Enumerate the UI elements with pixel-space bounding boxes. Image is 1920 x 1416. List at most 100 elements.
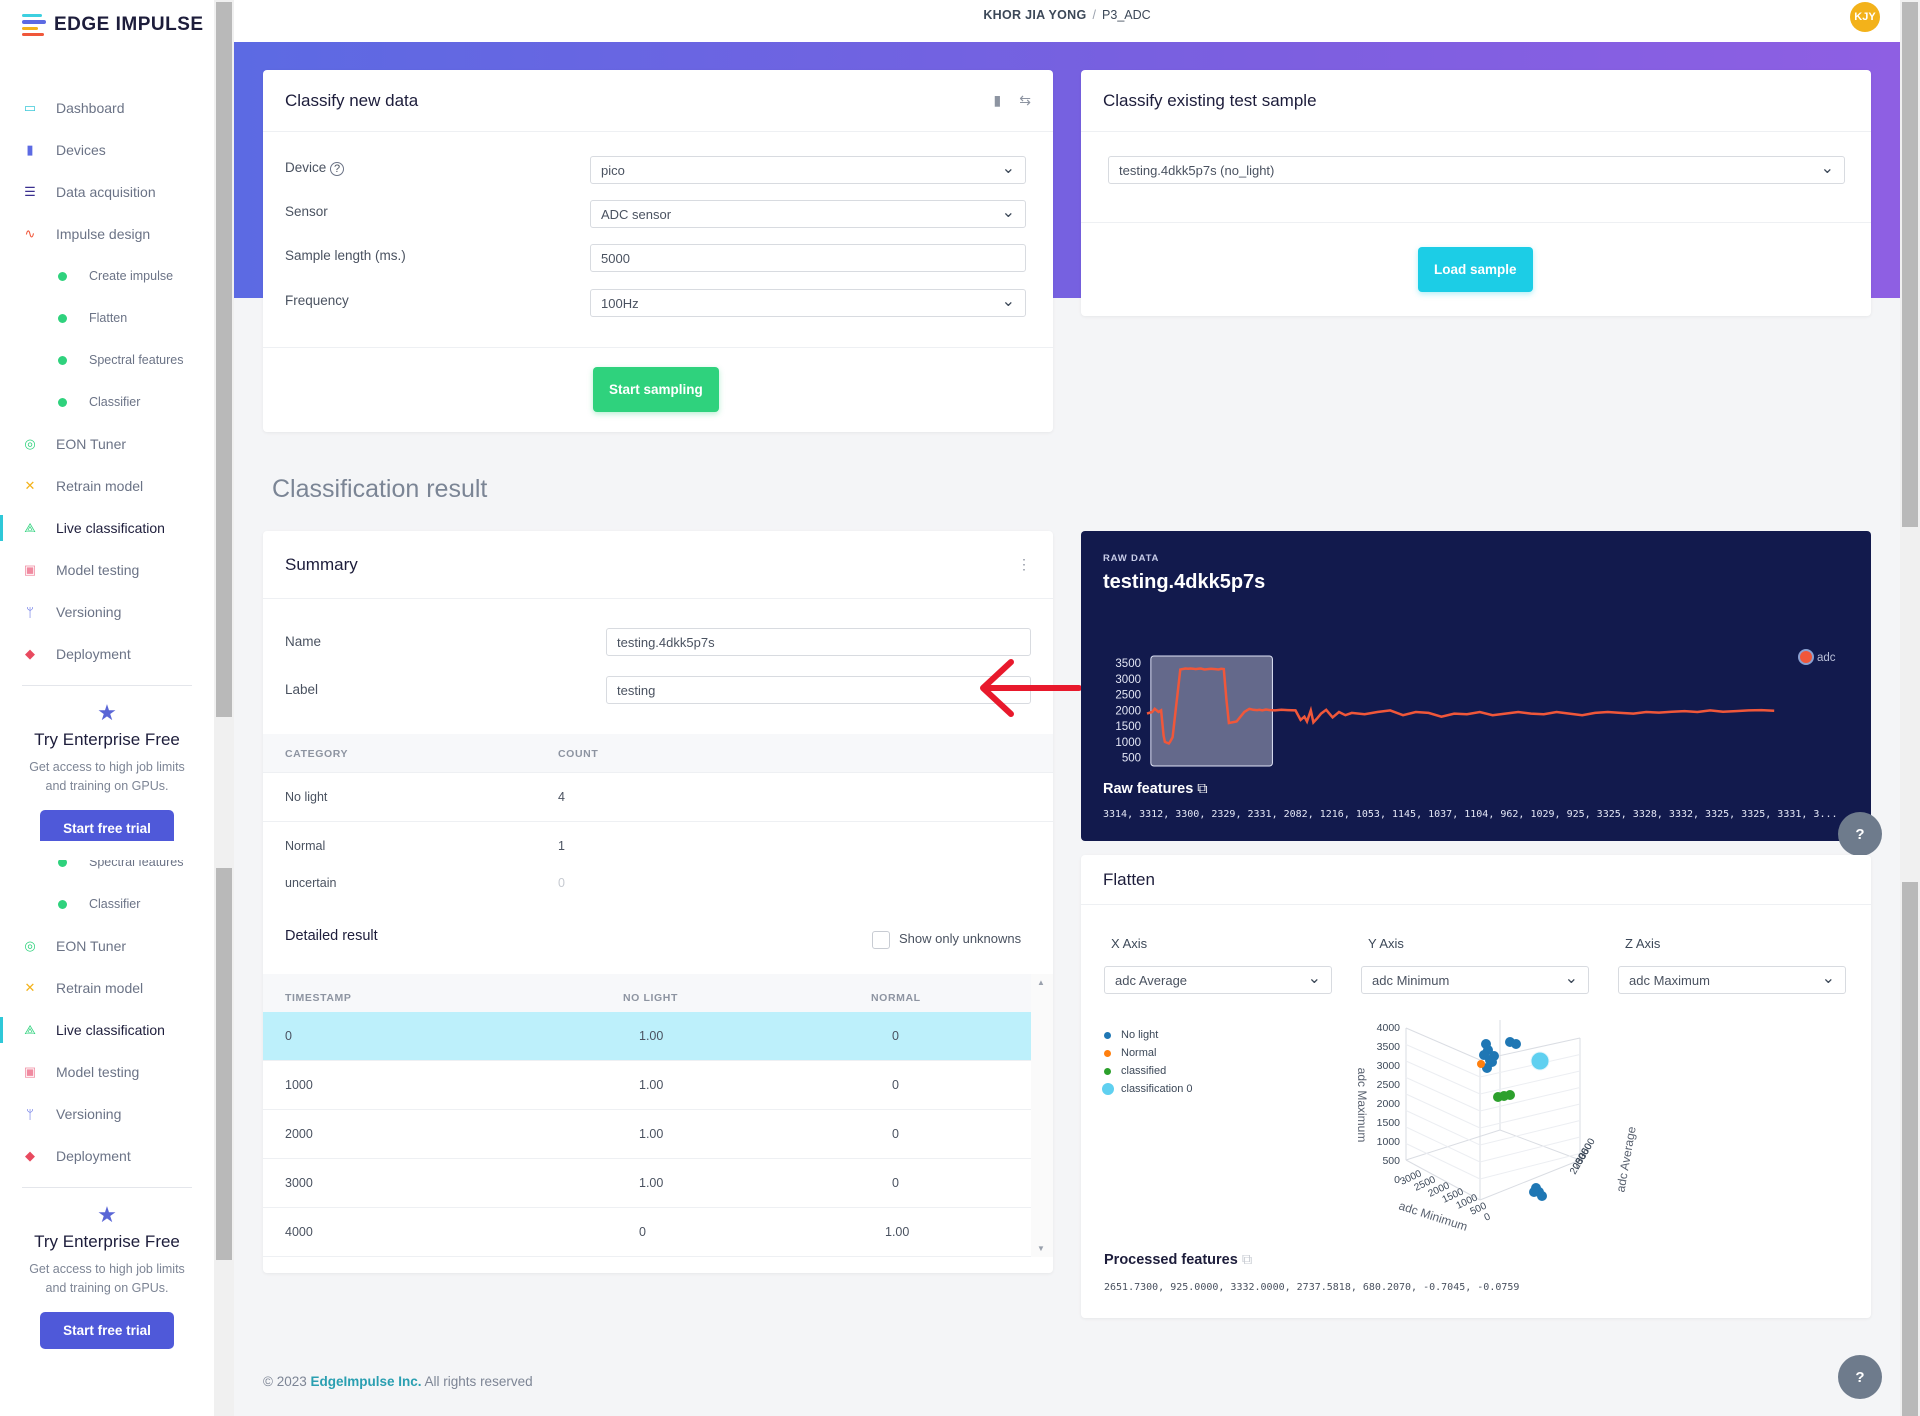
device-chip-icon[interactable]: ▮ [993, 92, 1002, 108]
help-circle-icon[interactable]: ? [330, 162, 345, 176]
show-only-unknowns-checkbox[interactable] [872, 931, 890, 949]
detail-row[interactable]: 3000 1.00 0 [263, 1159, 1031, 1208]
help-button[interactable]: ? [1838, 1355, 1882, 1399]
no-light-cell: 0 [639, 1225, 646, 1239]
sidebar-item-devices[interactable]: ▮ Devices [0, 129, 214, 171]
sidebar-item-label: Data acquisition [56, 184, 156, 200]
frequency-select[interactable]: 100Hz [590, 289, 1026, 317]
status-dot-icon [58, 271, 67, 281]
sidebar-item-live-classification[interactable]: ⟁ Live classification [0, 507, 214, 549]
sidebar-item-label: Deployment [56, 1148, 131, 1164]
avatar[interactable]: KJY [1850, 2, 1880, 32]
sidebar-item-retrain-model[interactable]: ✕ Retrain model [0, 967, 214, 1009]
scroll-down-icon[interactable]: ▼ [1037, 1244, 1045, 1253]
start-free-trial-button[interactable]: Start free trial [40, 1311, 174, 1349]
z-axis-select[interactable]: adc Maximum [1618, 966, 1846, 994]
name-input[interactable]: testing.4dkk5p7s [606, 628, 1031, 656]
label-input[interactable]: testing [606, 676, 1031, 704]
y-tick-label: 3000 [1115, 674, 1141, 686]
sidebar-item-deployment[interactable]: ◆ Deployment [0, 1135, 214, 1177]
copy-icon[interactable]: ⧉ [1197, 781, 1208, 797]
legend-item[interactable]: classification 0 [1102, 1080, 1193, 1098]
grid-line [1405, 1060, 1481, 1095]
sensor-select[interactable]: ADC sensor [590, 200, 1026, 228]
sidebar-item-spectral-features[interactable]: Spectral features [0, 339, 214, 381]
usb-icon[interactable]: ⇆ [1019, 92, 1031, 108]
load-sample-button[interactable]: Load sample [1418, 247, 1533, 292]
sidebar-item-versioning[interactable]: ᛘ Versioning [0, 591, 214, 633]
z-axis-title: adc Average [1613, 1125, 1638, 1193]
sidebar-scrollbar[interactable] [214, 0, 234, 1416]
sidebar-item-model-testing[interactable]: ▣ Model testing [0, 1051, 214, 1093]
detail-row[interactable]: 4000 0 1.00 [263, 1208, 1031, 1257]
sidebar-item-eon-tuner[interactable]: ◎ EON Tuner [0, 423, 214, 465]
legend-item[interactable]: classified [1104, 1062, 1193, 1080]
scroll-up-icon[interactable]: ▲ [1037, 978, 1045, 987]
footer-company-link[interactable]: EdgeImpulse Inc. [310, 1374, 422, 1389]
sidebar-scrollbar-thumb[interactable] [216, 2, 232, 717]
detail-row[interactable]: 0 1.00 0 [263, 1012, 1031, 1061]
sidebar-item-dashboard[interactable]: ▭ Dashboard [0, 87, 214, 129]
device-label-text: Device [285, 160, 327, 175]
breadcrumb-project[interactable]: P3_ADC [1102, 8, 1151, 22]
z-axis-label: Z Axis [1625, 936, 1661, 951]
page-scrollbar[interactable] [1900, 0, 1920, 1416]
detail-row[interactable]: 2000 1.00 0 [263, 1110, 1031, 1159]
page-scrollbar-thumb[interactable] [1902, 2, 1918, 527]
timestamp-cell: 3000 [285, 1176, 313, 1190]
sidebar-item-classifier[interactable]: Classifier [0, 883, 214, 925]
sidebar-item-live-classification[interactable]: ⟁ Live classification [0, 1009, 214, 1051]
help-button[interactable]: ? [1838, 812, 1882, 856]
breadcrumb-separator: / [1092, 8, 1097, 22]
x-axis-select[interactable]: adc Average [1104, 966, 1332, 994]
sidebar-item-create-impulse[interactable]: Create impulse [0, 255, 214, 297]
sidebar-item-eon-tuner[interactable]: ◎ EON Tuner [0, 925, 214, 967]
grid-line [1479, 1159, 1581, 1201]
sidebar-item-retrain-model[interactable]: ✕ Retrain model [0, 465, 214, 507]
box-icon: ◆ [25, 1148, 35, 1163]
legend-item[interactable]: Normal [1104, 1044, 1193, 1062]
sensor-label: Sensor [285, 204, 328, 219]
show-only-unknowns-label[interactable]: Show only unknowns [899, 931, 1022, 946]
more-vertical-icon[interactable]: ⋮ [1017, 556, 1031, 572]
detail-table-header: TIMESTAMP NO LIGHT NORMAL [263, 974, 1031, 1012]
legend-item[interactable]: No light [1104, 1026, 1193, 1044]
start-sampling-button[interactable]: Start sampling [593, 367, 719, 412]
sidebar-item-label: Impulse design [56, 226, 151, 242]
branch-icon: ᛘ [26, 1106, 34, 1122]
breadcrumb-user[interactable]: KHOR JIA YONG [983, 8, 1087, 22]
raw-data-chart[interactable]: 3500300025002000150010005000510102015302… [1081, 626, 1871, 776]
graph-icon: ⟁ [24, 1022, 36, 1037]
enterprise-promo: ★ Try Enterprise Free Get access to high… [0, 696, 214, 847]
frequency-label: Frequency [285, 293, 349, 308]
sidebar-item-classifier[interactable]: Classifier [0, 381, 214, 423]
sidebar-item-spectral-features[interactable]: Spectral features [0, 841, 214, 883]
y-tick-label: 1500 [1115, 721, 1141, 733]
sidebar-item-versioning[interactable]: ᛘ Versioning [0, 1093, 214, 1135]
sidebar-scrollbar-thumb-lower[interactable] [216, 868, 232, 1260]
sidebar-item-label: Deployment [56, 646, 131, 662]
test-sample-select[interactable]: testing.4dkk5p7s (no_light) [1108, 156, 1845, 184]
page-scrollbar-thumb-lower[interactable] [1902, 882, 1918, 1416]
sidebar-item-impulse-design[interactable]: ∿ Impulse design [0, 213, 214, 255]
sample-length-input[interactable]: 5000 [590, 244, 1026, 272]
sidebar-item-deployment[interactable]: ◆ Deployment [0, 633, 214, 675]
shuffle-icon: ✕ [24, 980, 36, 995]
device-select[interactable]: pico [590, 156, 1026, 184]
sidebar-item-label: EON Tuner [56, 436, 127, 452]
start-free-trial-button[interactable]: Start free trial [40, 809, 174, 847]
sidebar-item-data-acquisition[interactable]: ☰ Data acquisition [0, 171, 214, 213]
detail-table-scrollbar[interactable]: ▲ ▼ [1031, 974, 1053, 1257]
sidebar-item-label: Live classification [56, 1022, 165, 1038]
y-axis-select[interactable]: adc Minimum [1361, 966, 1589, 994]
y-tick-label: 0 [1394, 1174, 1400, 1186]
card-title: Flatten [1103, 869, 1155, 889]
count-header: COUNT [558, 748, 599, 760]
sidebar-item-model-testing[interactable]: ▣ Model testing [0, 549, 214, 591]
raw-features-values: 3314, 3312, 3300, 2329, 2331, 2082, 1216… [1103, 809, 1838, 820]
sidebar-item-flatten[interactable]: Flatten [0, 297, 214, 339]
logo[interactable]: EDGE IMPULSE [22, 14, 204, 36]
detail-row[interactable]: 1000 1.00 0 [263, 1061, 1031, 1110]
scatter-3d-chart[interactable]: 4000350030002500200015001000500030002500… [1340, 1010, 1650, 1240]
copy-icon[interactable]: ⧉ [1241, 1252, 1253, 1268]
